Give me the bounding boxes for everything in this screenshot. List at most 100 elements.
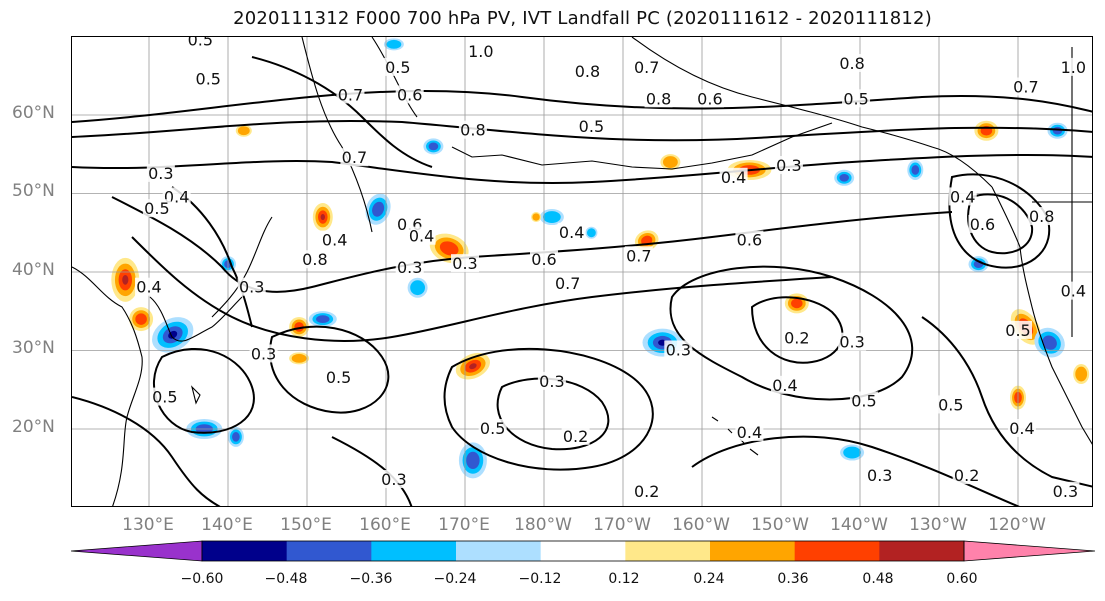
contour-label: 0.5	[196, 70, 221, 89]
contour-label: 0.8	[1029, 207, 1054, 226]
lat-label-60n: 60°N	[12, 103, 55, 123]
ivt-contour-line	[669, 265, 914, 401]
contour-label-bg	[561, 426, 590, 445]
contour-label: 0.5	[851, 392, 876, 411]
contour-label: 0.3	[381, 470, 406, 489]
colorbar-tick: −0.24	[433, 571, 477, 587]
contour-label: 0.4	[409, 227, 434, 246]
positive-pv-patch	[439, 241, 459, 256]
contour-label: 0.4	[1061, 282, 1086, 301]
contour-label: 0.7	[338, 85, 363, 104]
contour-label-bg	[407, 226, 436, 245]
contour-label-bg	[146, 163, 175, 182]
contour-label-bg	[644, 89, 673, 108]
contour-label-bg	[340, 148, 369, 167]
contour-label: 0.8	[646, 89, 671, 108]
contour-label-bg	[952, 466, 981, 485]
contour-label-bg	[632, 57, 661, 76]
lon-label-160e: 160°E	[359, 515, 411, 535]
contour-label: 0.5	[326, 368, 351, 387]
colorbar-tick: −0.48	[264, 571, 308, 587]
contour-label: 0.3	[148, 164, 173, 183]
colorbar-swatch	[625, 541, 711, 561]
contour-label: 0.7	[342, 148, 367, 167]
contour-label: 0.2	[563, 427, 588, 446]
coastline	[301, 37, 373, 233]
contour-label-bg	[838, 53, 867, 72]
contour-label-bg	[1004, 320, 1032, 339]
contour-label-bg	[968, 214, 997, 233]
colorbar-swatch	[794, 541, 880, 561]
ivt-contour-line	[691, 435, 1020, 506]
contour-label-bg	[194, 69, 223, 88]
colorbar-swatch	[710, 541, 796, 561]
contour-label: 0.5	[188, 37, 213, 49]
colorbar-extend-min	[71, 540, 203, 562]
ivt-contour-line	[921, 316, 1092, 488]
colorbar-tick: 0.36	[777, 571, 809, 587]
colorbar-tick: −0.60	[180, 571, 224, 587]
lat-label-50n: 50°N	[12, 181, 55, 201]
contour-label-bg	[735, 422, 764, 441]
contour-label-bg	[849, 391, 878, 410]
contour-label-bg	[1059, 281, 1088, 300]
contour-label: 0.3	[839, 333, 864, 352]
colorbar-swatch	[202, 541, 288, 561]
colorbar-swatch	[540, 541, 626, 561]
coastline	[190, 385, 201, 405]
contour-label: 0.4	[737, 423, 762, 442]
contour-label-bg	[1007, 419, 1036, 437]
colorbar-swatch	[879, 541, 965, 561]
contour-label-bg	[395, 258, 424, 277]
contour-label-bg	[237, 277, 266, 296]
lon-label-160w: 160°W	[672, 515, 730, 535]
ivt-contour-line	[111, 196, 953, 293]
contour-label-bg	[383, 57, 412, 76]
coastline	[991, 186, 1092, 445]
contour-label: 0.3	[452, 254, 477, 273]
graticule-layer	[72, 37, 1092, 506]
contour-label-bg	[249, 344, 278, 363]
contour-label: 0.8	[839, 54, 864, 73]
ivt-contour-line	[72, 89, 1092, 123]
contour-label-bg	[135, 277, 163, 296]
colorbar	[71, 540, 1096, 562]
contour-label-bg	[186, 37, 215, 49]
contour-label-bg	[695, 89, 724, 108]
contour-label-bg	[719, 167, 748, 186]
negative-pv-patch	[466, 451, 480, 470]
contour-label: 1.0	[468, 42, 493, 61]
contour-label: 0.5	[480, 419, 505, 438]
lon-label-130e: 130°E	[122, 515, 174, 535]
contour-label-bg	[573, 61, 602, 80]
positive-pv-patch	[320, 213, 325, 221]
contour-label: 0.2	[634, 482, 659, 501]
contour-label-bg	[466, 42, 495, 61]
lon-label-150w: 150°W	[751, 515, 809, 535]
contour-label: 0.7	[634, 58, 659, 77]
coastline	[211, 216, 273, 318]
contour-label-bg	[478, 419, 507, 437]
contour-label-bg	[1059, 57, 1088, 76]
negative-pv-patch	[543, 211, 561, 223]
colorbar-swatch	[286, 541, 372, 561]
contour-label: 0.4	[136, 278, 161, 297]
contour-label: 0.3	[666, 341, 691, 360]
contour-label: 0.8	[460, 121, 485, 140]
map-canvas: 0.5 0.5 0.7 0.5 0.6 1.0 0.8 0.8 0.7 0.8 0.6 0.5 0.8 0…	[72, 37, 1092, 506]
ivt-contour-line	[331, 436, 413, 506]
colorbar-tick: 0.12	[608, 571, 640, 587]
negative-pv-patch	[839, 173, 849, 182]
positive-pv-patch	[663, 156, 678, 169]
contour-label: 0.5	[144, 199, 169, 218]
contour-label: 0.3	[776, 156, 801, 175]
contour-label-bg	[451, 254, 479, 273]
contour-label: 0.5	[579, 117, 604, 136]
contour-label-bg	[735, 230, 764, 249]
contour-label: 0.6	[397, 85, 422, 104]
contour-label: 0.6	[531, 250, 556, 269]
contour-label: 0.4	[322, 231, 347, 250]
lon-label-170e: 170°E	[438, 515, 490, 535]
contour-label: 0.3	[1053, 482, 1078, 501]
contour-label: 0.7	[1013, 78, 1038, 97]
